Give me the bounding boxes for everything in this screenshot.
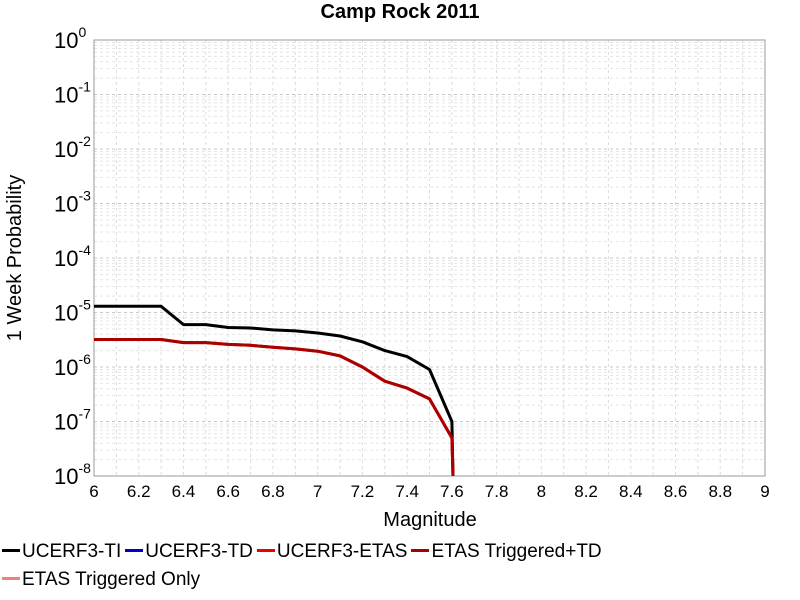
x-tick-label: 8.6 [664, 482, 688, 501]
plot-area [93, 39, 766, 477]
y-tick-label: 10-6 [54, 351, 91, 380]
legend-item: UCERF3-ETAS [256, 538, 408, 566]
x-tick-label: 7 [313, 482, 322, 501]
x-tick-label: 9 [760, 482, 769, 501]
series-line-ucerf3-etas [94, 338, 455, 477]
legend-label: UCERF3-TI [22, 541, 122, 562]
axis-ticks: 6 6.2 6.4 6.6 6.8 7 7.2 7.4 7.6 7.8 8 8.2 8.4 8.6 8.8 9… [54, 24, 770, 501]
y-tick-label: 10-8 [54, 460, 91, 489]
legend-label: UCERF3-ETAS [276, 541, 408, 562]
series-line-ucerf3-ti [94, 304, 455, 477]
legend-item: ETAS Triggered Only [2, 566, 200, 594]
legend-swatch [411, 549, 430, 553]
x-tick-label: 7.4 [395, 482, 419, 501]
chart-title: Camp Rock 2011 [321, 1, 480, 23]
probability-chart: Camp Rock 2011 6 6.2 6.4 6.6 6.8 7 7.2 7.4 7.6 7.… [4, 1, 770, 531]
y-tick-label: 10-1 [54, 79, 91, 108]
legend-label: ETAS Triggered Only [22, 569, 201, 590]
grid-lines [93, 40, 766, 477]
legend-item: ETAS Triggered+TD [411, 538, 602, 566]
x-axis-label: Magnitude [383, 509, 476, 531]
x-tick-label: 6 [89, 482, 98, 501]
x-tick-label: 8 [537, 482, 546, 501]
x-tick-label: 6.6 [216, 482, 240, 501]
y-tick-label: 100 [54, 24, 86, 53]
y-axis-label: 1 Week Probability [4, 175, 26, 341]
legend-label: UCERF3-TD [145, 541, 253, 562]
x-tick-label: 7.6 [440, 482, 464, 501]
legend-swatch [256, 549, 275, 553]
chart-legend: UCERF3-TI UCERF3-TD UCERF3-ETAS ETAS Trigge… [2, 538, 782, 594]
legend-label: ETAS Triggered+TD [431, 541, 602, 562]
x-tick-label: 6.8 [261, 482, 285, 501]
y-tick-label: 10-5 [54, 297, 91, 326]
y-tick-label: 10-2 [54, 133, 91, 162]
legend-item: UCERF3-TI [2, 538, 121, 566]
x-tick-label: 7.2 [351, 482, 375, 501]
y-tick-label: 10-7 [54, 406, 91, 435]
legend-swatch [2, 577, 20, 581]
x-tick-label: 7.8 [485, 482, 509, 501]
y-tick-label: 10-3 [54, 188, 91, 217]
legend-swatch [2, 549, 20, 553]
series-lines [94, 304, 455, 477]
x-tick-label: 8.4 [619, 482, 643, 501]
legend-swatch [125, 549, 144, 553]
x-tick-label: 8.2 [574, 482, 598, 501]
legend-item: UCERF3-TD [125, 538, 253, 566]
series-line-etas-triggered-td [94, 338, 455, 477]
x-tick-label: 6.4 [172, 482, 196, 501]
x-tick-label: 6.2 [127, 482, 151, 501]
x-tick-label: 8.8 [708, 482, 732, 501]
y-tick-label: 10-4 [54, 242, 91, 271]
